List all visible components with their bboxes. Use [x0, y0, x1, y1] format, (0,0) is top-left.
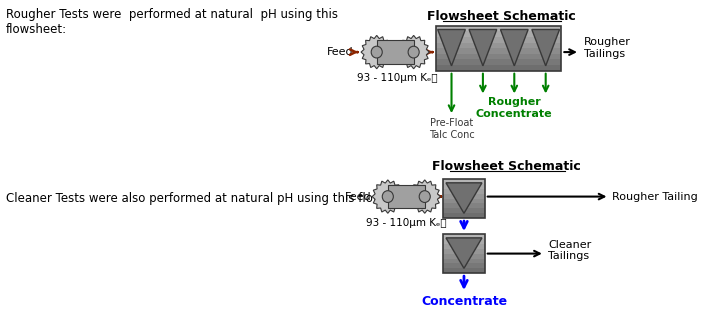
Text: Rougher Tailing: Rougher Tailing: [612, 192, 698, 202]
Bar: [388, 185, 425, 208]
Polygon shape: [446, 238, 482, 268]
Text: Concentrate: Concentrate: [421, 295, 507, 308]
Circle shape: [419, 191, 430, 202]
Bar: [436, 48, 561, 54]
Text: Feed: Feed: [327, 47, 353, 57]
Bar: [444, 264, 485, 268]
Bar: [444, 268, 485, 273]
Bar: [444, 244, 485, 249]
Bar: [436, 54, 561, 60]
Bar: [444, 189, 485, 194]
Bar: [377, 40, 414, 64]
Bar: [436, 25, 561, 71]
Polygon shape: [438, 29, 465, 66]
Circle shape: [382, 191, 394, 202]
Text: 93 - 110μm Kₑᵱ: 93 - 110μm Kₑᵱ: [357, 73, 437, 83]
Bar: [444, 194, 485, 198]
Bar: [444, 234, 485, 273]
Circle shape: [371, 46, 382, 58]
Bar: [444, 179, 485, 218]
Bar: [444, 254, 485, 259]
Text: Pre-Float
Talc Conc: Pre-Float Talc Conc: [429, 118, 474, 140]
Bar: [436, 65, 561, 71]
Bar: [444, 213, 485, 218]
Bar: [444, 203, 485, 208]
Polygon shape: [361, 35, 392, 69]
Bar: [436, 42, 561, 48]
Text: Feed: Feed: [344, 192, 371, 202]
Circle shape: [408, 46, 419, 58]
Bar: [444, 234, 485, 239]
Text: 93 - 110μm Kₑᵱ: 93 - 110μm Kₑᵱ: [366, 218, 446, 228]
Bar: [444, 179, 485, 184]
Text: Cleaner Tests were also performed at natural pH using this flowsheet:: Cleaner Tests were also performed at nat…: [6, 192, 419, 205]
Polygon shape: [446, 183, 482, 213]
Polygon shape: [398, 35, 429, 69]
Bar: [444, 239, 485, 244]
Bar: [377, 40, 414, 64]
Bar: [444, 184, 485, 189]
Bar: [436, 25, 561, 31]
Bar: [436, 31, 561, 37]
Bar: [444, 259, 485, 263]
Bar: [436, 37, 561, 42]
Polygon shape: [372, 180, 403, 213]
Text: Rougher
Tailings: Rougher Tailings: [584, 38, 630, 59]
Text: Rougher
Concentrate: Rougher Concentrate: [476, 97, 553, 119]
Bar: [444, 198, 485, 203]
Polygon shape: [501, 29, 528, 66]
Bar: [444, 208, 485, 213]
Text: Flowsheet Schematic: Flowsheet Schematic: [432, 160, 580, 173]
Text: Cleaner
Tailings: Cleaner Tailings: [548, 240, 591, 261]
Bar: [444, 249, 485, 254]
Polygon shape: [409, 180, 441, 213]
Text: Flowsheet Schematic: Flowsheet Schematic: [427, 10, 576, 23]
Polygon shape: [469, 29, 497, 66]
Bar: [436, 60, 561, 65]
Text: Rougher Tests were  performed at natural  pH using this
flowsheet:: Rougher Tests were performed at natural …: [6, 8, 337, 36]
Polygon shape: [532, 29, 560, 66]
